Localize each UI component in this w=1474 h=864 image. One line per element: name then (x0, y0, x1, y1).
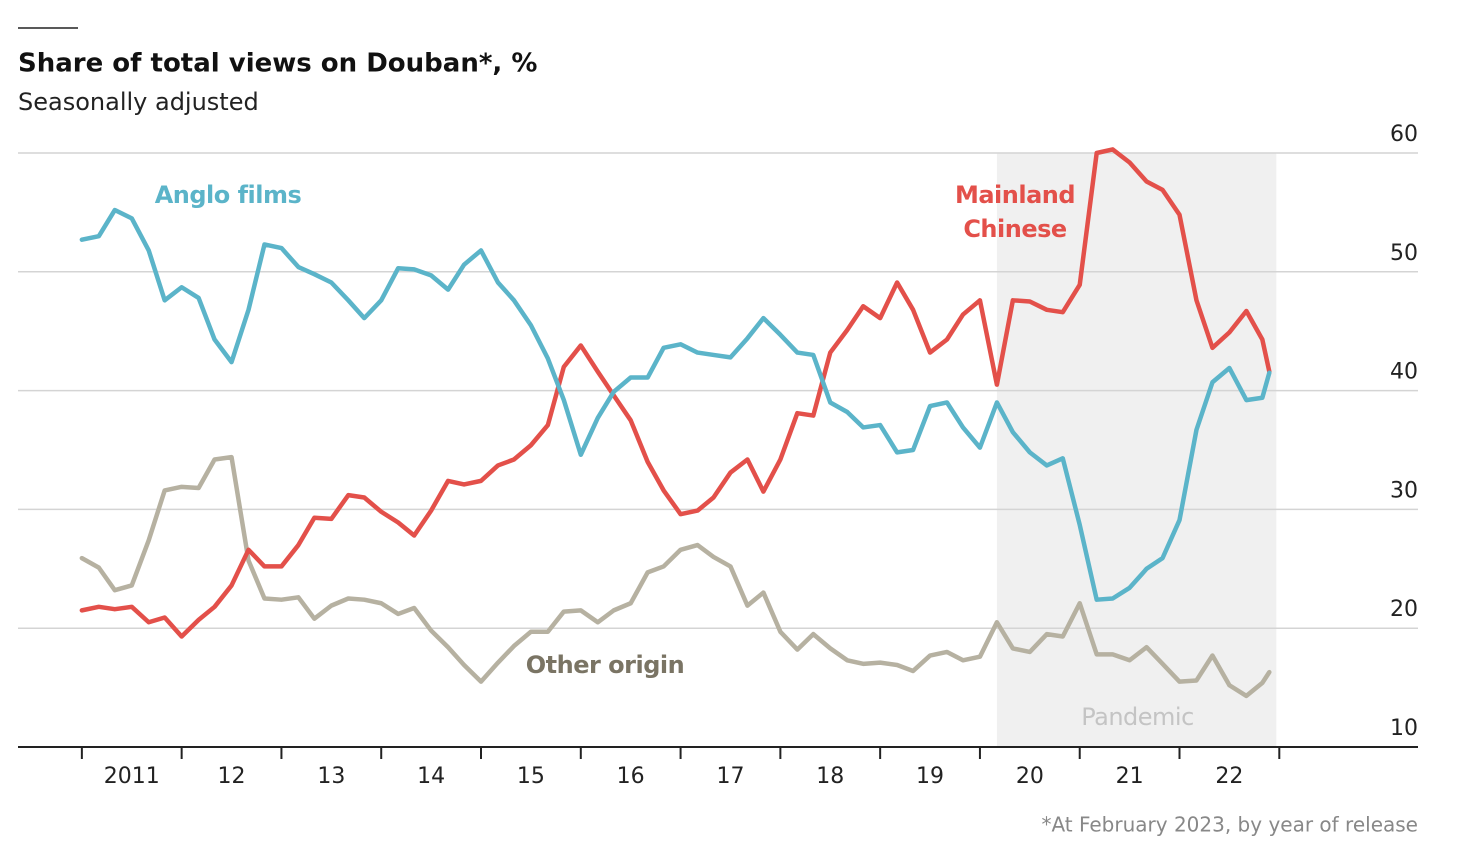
series-label: Anglo films (154, 181, 302, 209)
x-tick-label: 22 (1215, 764, 1243, 789)
pandemic-label: Pandemic (1081, 703, 1194, 731)
series-line (79, 454, 1272, 699)
x-tick-label: 16 (617, 764, 645, 789)
y-tick-label: 20 (1390, 597, 1418, 622)
x-tick-label: 18 (816, 764, 844, 789)
y-tick-label: 30 (1390, 478, 1418, 503)
x-tick-label: 17 (716, 764, 744, 789)
series-label: Other origin (525, 651, 685, 679)
y-tick-label: 40 (1390, 360, 1418, 385)
x-tick-label: 15 (517, 764, 545, 789)
x-tick-label: 14 (417, 764, 445, 789)
y-tick-label: 50 (1390, 241, 1418, 266)
x-tick-label: 2011 (104, 764, 160, 789)
series-label: Mainland Chinese (954, 181, 1076, 243)
series-line (79, 207, 1272, 602)
pandemic-shading (996, 153, 1277, 747)
x-tick-label: 20 (1016, 764, 1044, 789)
footnote: *At February 2023, by year of release (1041, 813, 1418, 837)
series-line (79, 147, 1272, 639)
x-tick-label: 19 (916, 764, 944, 789)
chart-title: Share of total views on Douban*, % (18, 49, 537, 79)
x-tick-label: 12 (218, 764, 246, 789)
y-tick-label: 60 (1390, 122, 1418, 147)
y-tick-label: 10 (1390, 716, 1418, 741)
x-tick-label: 13 (317, 764, 345, 789)
chart-subtitle: Seasonally adjusted (18, 88, 259, 116)
x-tick-label: 21 (1116, 764, 1144, 789)
